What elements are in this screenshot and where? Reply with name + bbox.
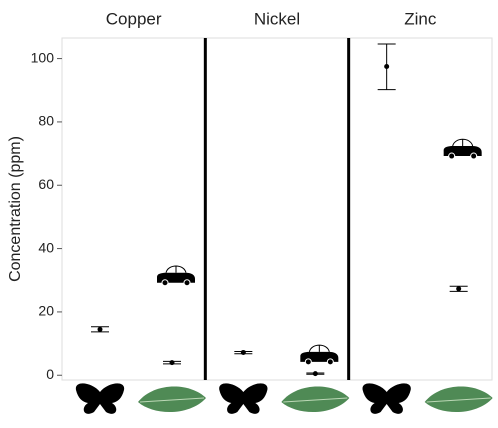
y-axis-label: Concentration (ppm)	[7, 136, 24, 282]
y-tick-label: 60	[38, 176, 54, 192]
leaf-icon	[424, 386, 493, 413]
point	[240, 349, 246, 355]
car-roof	[308, 344, 330, 353]
car-roof	[452, 138, 474, 147]
y-tick-label: 100	[31, 49, 55, 65]
point	[169, 360, 175, 366]
car-roof	[165, 265, 187, 273]
y-tick-label: 20	[38, 303, 54, 319]
leaf-icon	[138, 386, 206, 413]
point	[456, 286, 462, 292]
car-wheel	[326, 358, 334, 366]
leaf-vein	[283, 397, 348, 403]
butterfly-icon	[362, 383, 411, 414]
butterfly-icon	[219, 383, 268, 414]
leaf-icon	[281, 386, 350, 413]
butterfly-icon	[75, 383, 125, 414]
panel-title: Nickel	[254, 9, 300, 28]
point	[312, 371, 318, 377]
leaf-vein	[139, 397, 205, 403]
point	[384, 64, 390, 69]
car-marker	[157, 265, 195, 287]
leaf-vein	[426, 397, 491, 403]
y-tick-label: 80	[38, 113, 54, 129]
car-wheel	[448, 152, 456, 160]
panel-title: Zinc	[404, 9, 437, 28]
y-tick-label: 0	[46, 366, 54, 382]
y-tick-label: 40	[38, 239, 54, 255]
panel-title: Copper	[106, 9, 162, 28]
car-wheel	[470, 152, 478, 160]
car-wheel	[161, 279, 169, 287]
plot-area	[61, 37, 493, 381]
car-marker	[300, 344, 339, 366]
car-wheel	[304, 358, 312, 366]
point	[97, 326, 103, 332]
car-wheel	[183, 279, 191, 287]
car-marker	[443, 138, 482, 160]
